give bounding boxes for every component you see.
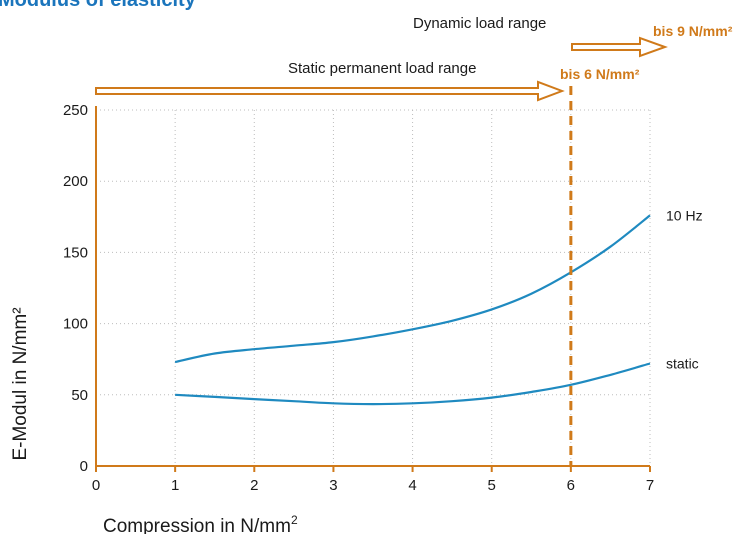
- y-tick-label: 150: [63, 244, 88, 261]
- x-tick-label: 1: [171, 477, 179, 494]
- y-tick-label: 0: [80, 458, 88, 475]
- x-axis-label-superscript: 2: [291, 513, 298, 527]
- grid: [96, 109, 651, 466]
- series-label-10-hz: 10 Hz: [666, 207, 703, 223]
- y-axis-label: E-Modul in N/mm²: [10, 307, 31, 460]
- x-tick-label: 2: [250, 477, 258, 494]
- series-line-10-hz: [174, 214, 651, 364]
- x-tick-label: 4: [408, 477, 416, 494]
- y-tick-label: 100: [63, 316, 88, 333]
- x-axis-label-text: Compression in N/mm: [103, 516, 291, 534]
- x-tick-label: 0: [92, 477, 100, 494]
- y-tick-label: 50: [71, 387, 88, 404]
- x-axis-label: Compression in N/mm2: [103, 513, 298, 534]
- x-ticks: 0 1 2 3 4 5 6 7: [92, 466, 654, 494]
- y-tick-label: 250: [63, 102, 88, 119]
- dynamic-limit-label: bis 9 N/mm²: [653, 23, 733, 39]
- x-tick-label: 6: [567, 477, 575, 494]
- axes: [95, 106, 650, 467]
- static-range-label: Static permanent load range: [288, 60, 476, 77]
- series-line-static: [175, 362, 651, 406]
- dynamic-range-arrow: [571, 36, 668, 58]
- y-tick-label: 200: [63, 173, 88, 190]
- y-ticks: 0 50 100 150 200 250: [63, 102, 88, 475]
- x-tick-label: 3: [329, 477, 337, 494]
- series-label-static: static: [666, 355, 699, 371]
- dynamic-range-label: Dynamic load range: [413, 15, 546, 32]
- static-limit-label: bis 6 N/mm²: [560, 66, 640, 82]
- x-tick-label: 7: [646, 477, 654, 494]
- x-tick-label: 5: [488, 477, 496, 494]
- chart-title: Modulus of elasticity: [0, 0, 197, 11]
- static-range-arrow: [95, 80, 565, 102]
- load-range-annotations: Dynamic load range Static permanent load…: [95, 15, 733, 466]
